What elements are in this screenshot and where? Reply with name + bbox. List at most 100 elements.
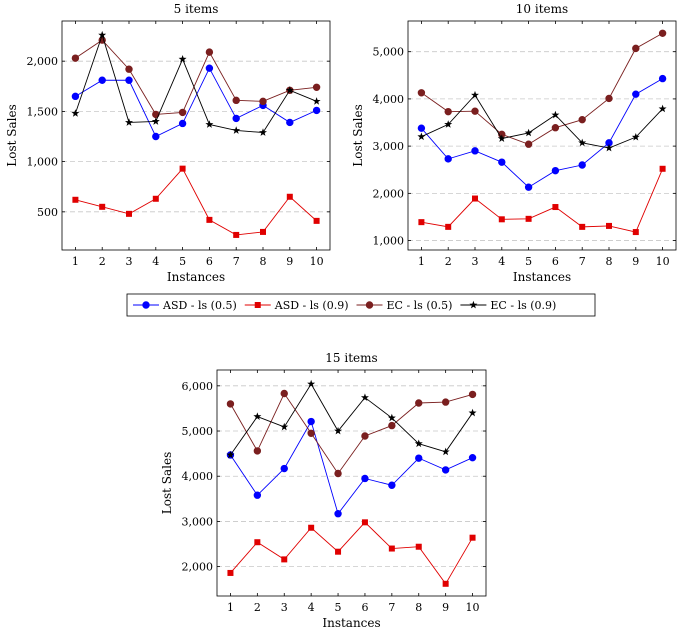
legend-marker — [365, 301, 374, 309]
data-point — [253, 412, 262, 420]
legend-entry: ASD - ls (0.9) — [244, 299, 349, 312]
data-point — [415, 399, 423, 407]
data-point — [151, 117, 160, 125]
data-point — [524, 128, 533, 137]
data-point — [441, 398, 450, 406]
series-2 — [227, 519, 476, 587]
x-tick-label: 4 — [498, 255, 505, 268]
x-tick-label: 7 — [388, 601, 395, 614]
legend-entry: EC - ls (0.9) — [460, 299, 556, 312]
data-point — [498, 158, 506, 166]
x-tick-label: 10 — [656, 255, 670, 268]
data-point — [361, 474, 369, 483]
data-point — [417, 89, 426, 97]
data-point — [152, 132, 160, 141]
data-point — [233, 231, 240, 238]
x-tick-label: 8 — [606, 255, 613, 268]
data-point — [125, 65, 133, 73]
data-point — [308, 524, 315, 531]
x-tick-label: 3 — [281, 601, 288, 614]
y-axis-label: Lost Sales — [160, 452, 174, 514]
data-point — [415, 543, 422, 550]
data-point — [178, 108, 187, 117]
x-tick-label: 6 — [361, 601, 368, 614]
data-point — [334, 469, 342, 478]
data-point — [260, 228, 266, 235]
data-point — [658, 104, 667, 113]
y-tick-label: 3,000 — [182, 515, 214, 528]
data-point — [658, 29, 667, 37]
chart-3: 2,000 3,000 4,000 5,000 6,000 1 2 3 4 5 6 7 8 9 10 15 i… — [160, 351, 487, 630]
data-point — [259, 128, 267, 136]
data-point — [71, 92, 80, 101]
data-point — [232, 126, 241, 134]
data-point — [471, 107, 479, 115]
data-point — [471, 90, 479, 99]
x-tick-label: 9 — [632, 255, 639, 268]
x-tick-label: 1 — [227, 601, 234, 614]
x-axis-label: Instances — [167, 270, 225, 284]
x-tick-label: 8 — [415, 601, 422, 614]
y-tick-label: 1,000 — [373, 235, 405, 248]
data-point — [414, 439, 423, 448]
data-point — [98, 76, 106, 84]
legend-marker — [142, 301, 150, 309]
data-point — [388, 545, 395, 552]
data-point — [468, 390, 477, 399]
y-axis-label: Lost Sales — [351, 104, 365, 166]
data-point — [417, 124, 426, 132]
data-point — [285, 86, 294, 94]
data-point — [312, 83, 321, 91]
y-tick-label: 2,000 — [373, 187, 405, 200]
x-tick-label: 10 — [310, 255, 324, 268]
x-tick-label: 10 — [466, 601, 480, 614]
data-point — [444, 107, 452, 116]
data-point — [99, 203, 106, 210]
y-tick-label: 1,000 — [27, 156, 59, 169]
plot-frame — [407, 20, 677, 251]
chart-title: 5 items — [174, 2, 219, 16]
y-tick-label: 2,000 — [27, 55, 59, 68]
series-4 — [226, 379, 477, 459]
x-tick-label: 6 — [206, 255, 213, 268]
y-tick-label: 3,000 — [373, 140, 405, 153]
data-point — [388, 481, 396, 489]
data-point — [254, 539, 261, 546]
legend-label: ASD - ls (0.5) — [162, 299, 237, 312]
data-point — [286, 118, 294, 127]
chart-title: 15 items — [325, 351, 377, 365]
chart-1: 500 1,000 1,500 2,000 1 2 3 4 5 6 7 8 9 10 5 items Inst… — [5, 2, 331, 284]
legend-label: EC - ls (0.5) — [387, 299, 453, 312]
data-point — [334, 426, 343, 435]
data-point — [444, 155, 452, 163]
data-point — [205, 64, 214, 72]
data-point — [658, 74, 667, 83]
legend: ASD - ls (0.5) ASD - ls (0.9) EC - ls (0.5… — [126, 293, 596, 317]
y-tick-label: 6,000 — [182, 380, 214, 393]
data-point — [205, 120, 214, 128]
data-point — [179, 165, 186, 172]
data-point — [98, 30, 107, 39]
data-point — [444, 120, 453, 128]
data-point — [632, 229, 639, 236]
chart-title: 10 items — [516, 2, 568, 16]
x-tick-label: 7 — [579, 255, 586, 268]
series-line — [421, 94, 663, 149]
data-point — [468, 408, 477, 417]
data-point — [442, 580, 449, 587]
data-point — [253, 491, 262, 499]
data-point — [280, 464, 288, 473]
data-point — [361, 432, 369, 440]
data-point — [253, 447, 262, 455]
data-point — [335, 548, 342, 555]
data-point — [232, 114, 240, 123]
data-point — [471, 147, 479, 155]
data-point — [578, 161, 586, 169]
data-point — [312, 97, 321, 105]
data-point — [307, 379, 316, 388]
data-point — [178, 119, 187, 128]
data-point — [498, 216, 505, 223]
data-point — [126, 210, 132, 217]
data-point — [206, 216, 213, 223]
data-point — [551, 124, 560, 132]
